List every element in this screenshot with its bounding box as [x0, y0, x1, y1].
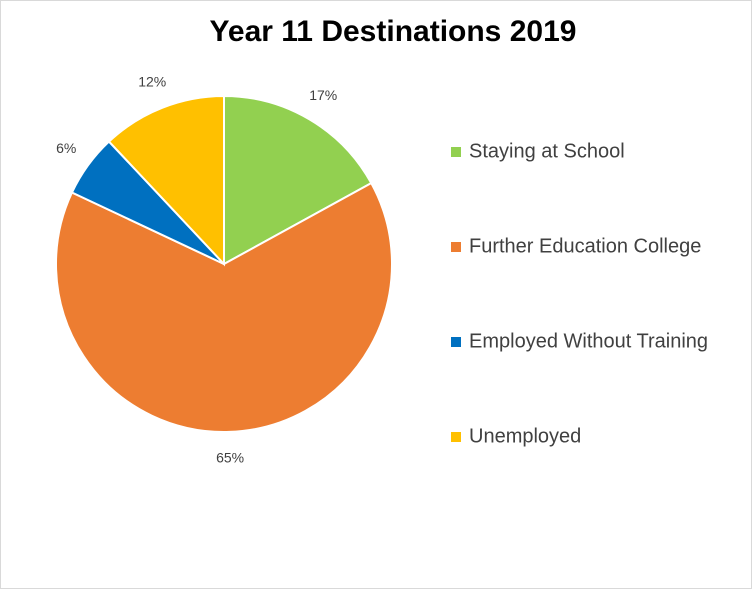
data-label: 12% [138, 73, 166, 89]
chart-title: Year 11 Destinations 2019 [210, 15, 577, 48]
legend-label: Unemployed [469, 425, 581, 447]
legend-label: Employed Without Training [469, 330, 708, 352]
pie-slice [55, 181, 393, 433]
legend-swatch [451, 147, 461, 157]
data-label: 6% [56, 140, 76, 156]
legend-label: Staying at School [469, 140, 625, 162]
legend-swatch [451, 337, 461, 347]
legend-swatch [451, 432, 461, 442]
pie-slice [223, 94, 373, 266]
legend-swatch [451, 242, 461, 252]
legend-label: Further Education College [469, 235, 701, 257]
pie-slice [107, 94, 225, 267]
data-label: 17% [309, 87, 337, 103]
data-label: 65% [216, 450, 244, 466]
